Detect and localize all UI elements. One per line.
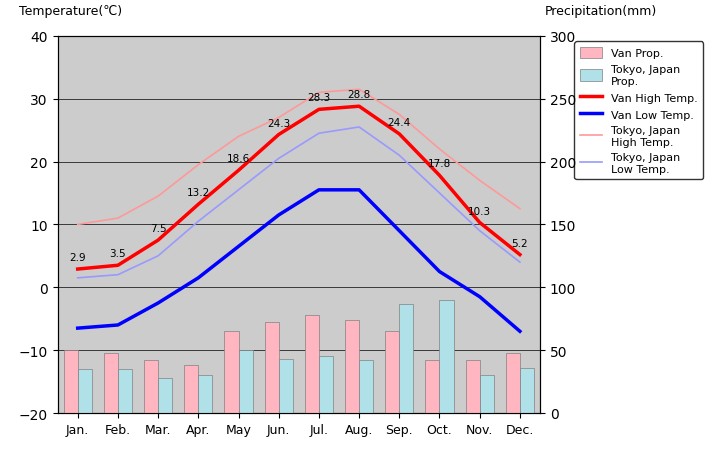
Text: 17.8: 17.8 [428,159,451,169]
Bar [184,365,198,413]
Bar [385,331,400,413]
Text: 24.3: 24.3 [267,118,290,128]
Text: 7.5: 7.5 [150,224,166,234]
Text: 13.2: 13.2 [186,188,210,198]
Text: 3.5: 3.5 [109,249,126,259]
Bar [506,353,520,413]
Bar [63,350,78,413]
Bar [265,323,279,413]
Text: 28.8: 28.8 [348,90,371,100]
Bar [305,315,319,413]
Bar [400,304,413,413]
Bar [426,360,439,413]
Bar [144,360,158,413]
Bar [359,360,373,413]
Legend: Van Prop., Tokyo, Japan
Prop., Van High Temp., Van Low Temp., Tokyo, Japan
High : Van Prop., Tokyo, Japan Prop., Van High … [575,42,703,180]
Bar [439,300,454,413]
Text: 2.9: 2.9 [69,252,86,263]
Text: 10.3: 10.3 [468,206,491,216]
Bar [118,369,132,413]
Bar [319,357,333,413]
Bar [225,331,238,413]
Text: 5.2: 5.2 [512,238,528,248]
Text: 18.6: 18.6 [227,154,250,164]
Text: 28.3: 28.3 [307,93,330,103]
Text: 24.4: 24.4 [387,118,411,128]
Bar [78,369,91,413]
Bar [158,378,172,413]
Bar [520,368,534,413]
Bar [466,360,480,413]
Bar [279,359,293,413]
Bar [104,353,118,413]
Bar [238,350,253,413]
Text: Temperature(℃): Temperature(℃) [19,5,122,18]
Bar [345,320,359,413]
Bar [198,375,212,413]
Text: Precipitation(mm): Precipitation(mm) [545,5,657,18]
Bar [480,375,494,413]
